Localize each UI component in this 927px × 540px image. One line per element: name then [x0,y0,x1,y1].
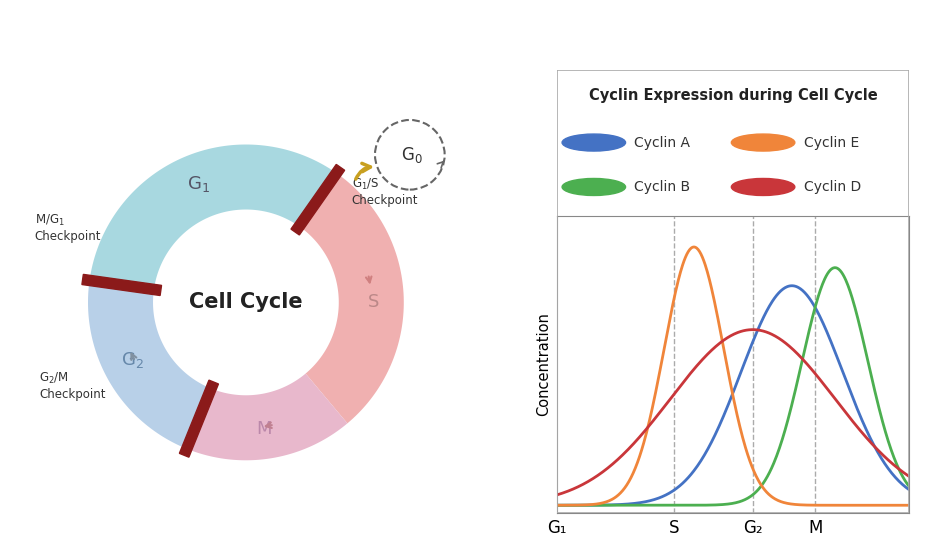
Text: Cyclin E: Cyclin E [803,136,858,150]
Polygon shape [179,380,218,457]
Text: Cell Cycle Regulators: Cell Cycle Regulators [273,18,654,52]
Polygon shape [82,274,161,295]
Circle shape [562,178,625,195]
Polygon shape [186,374,347,460]
Polygon shape [89,145,337,289]
Polygon shape [298,173,403,423]
Text: G$_1$: G$_1$ [186,174,210,194]
Text: S: S [367,293,379,312]
Text: Cyclin B: Cyclin B [634,180,690,194]
Text: G$_0$: G$_0$ [400,145,423,165]
Polygon shape [88,280,210,449]
Circle shape [730,134,794,151]
Text: Cyclin D: Cyclin D [803,180,860,194]
Y-axis label: Concentration: Concentration [536,313,551,416]
Text: M: M [256,420,271,438]
Text: Cyclin A: Cyclin A [634,136,690,150]
Text: G$_2$: G$_2$ [121,350,144,370]
Text: Cell Cycle: Cell Cycle [189,292,302,313]
Text: G$_2$/M
Checkpoint: G$_2$/M Checkpoint [39,371,106,401]
Text: M/G$_1$
Checkpoint: M/G$_1$ Checkpoint [34,213,101,243]
Circle shape [730,178,794,195]
Polygon shape [291,164,344,235]
Text: Cyclin Expression during Cell Cycle: Cyclin Expression during Cell Cycle [588,89,877,103]
Circle shape [562,134,625,151]
Text: G$_1$/S
Checkpoint: G$_1$/S Checkpoint [351,177,418,206]
